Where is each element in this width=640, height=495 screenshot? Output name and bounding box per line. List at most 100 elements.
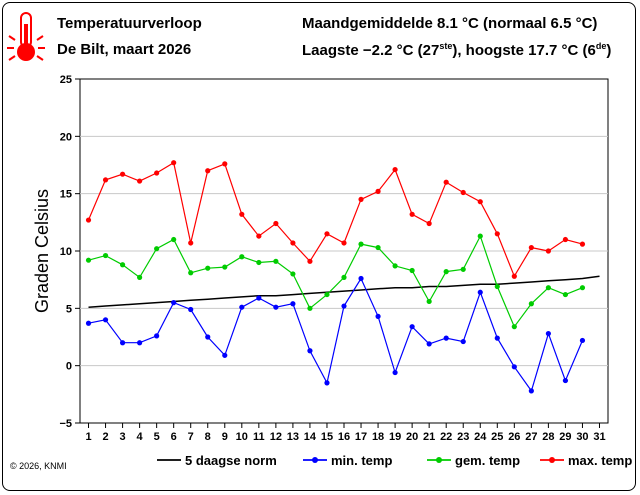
x-tick-label: 2 (102, 431, 108, 443)
point-min (477, 289, 483, 295)
x-tick-label: 6 (171, 431, 177, 443)
point-mean (426, 298, 432, 305)
x-tick-label: 4 (137, 431, 144, 443)
point-min (358, 275, 364, 282)
point-min (426, 341, 432, 347)
x-tick-label: 31 (593, 431, 605, 443)
point-max (154, 170, 160, 176)
extremes-prefix: Laagste −2.2 °C (27 (302, 42, 440, 59)
point-min (375, 313, 381, 319)
y-tick-label: 5 (66, 303, 72, 315)
point-min (137, 340, 143, 346)
point-mean (205, 265, 211, 271)
point-max (460, 189, 466, 196)
extremes-text: Laagste −2.2 °C (27ste), hoogste 17.7 °C… (302, 41, 611, 59)
point-mean (273, 258, 279, 264)
x-tick-label: 28 (542, 431, 554, 443)
x-tick-label: 13 (287, 431, 299, 443)
point-mean (222, 264, 228, 270)
header-title: Temperatuurverloop (57, 15, 202, 32)
point-mean (154, 246, 160, 252)
point-mean (358, 241, 364, 247)
x-tick-label: 20 (406, 431, 418, 443)
x-tick-label: 25 (491, 431, 503, 443)
point-min (443, 335, 449, 341)
point-min (579, 337, 586, 344)
x-tick-label: 23 (457, 431, 469, 443)
point-mean (562, 291, 569, 298)
x-tick-label: 9 (222, 431, 228, 443)
x-tick-label: 14 (304, 431, 317, 443)
point-mean (409, 267, 415, 274)
point-max (511, 273, 517, 279)
point-mean (256, 259, 262, 266)
point-mean (477, 233, 483, 239)
point-max (171, 160, 177, 166)
point-max (290, 240, 296, 246)
x-tick-label: 12 (270, 431, 282, 443)
x-tick-label: 3 (120, 431, 126, 443)
series-line-min (88, 277, 584, 393)
point-min (154, 333, 160, 339)
point-min (188, 306, 194, 313)
x-tick-label: 24 (474, 431, 487, 443)
point-max (102, 177, 109, 183)
point-mean (579, 285, 586, 291)
point-max (222, 161, 228, 167)
x-tick-label: 22 (440, 431, 452, 443)
extremes-sup-1: ste (439, 41, 453, 51)
point-max (137, 178, 143, 184)
y-tick-label: 15 (60, 189, 72, 201)
x-tick-label: 26 (508, 431, 520, 443)
point-min (171, 300, 177, 306)
point-mean (307, 305, 313, 311)
x-tick-label: 27 (525, 431, 537, 443)
point-min (409, 324, 415, 330)
x-tick-label: 1 (85, 431, 91, 443)
point-mean (375, 244, 381, 251)
point-max (579, 241, 586, 247)
point-max (494, 231, 500, 237)
x-tick-label: 15 (321, 431, 333, 443)
y-tick-label: 20 (60, 131, 72, 143)
header-subtitle: De Bilt, maart 2026 (57, 41, 192, 58)
point-min (528, 388, 534, 394)
copyright-text: © 2026, KNMI (10, 461, 67, 471)
point-min (324, 380, 330, 386)
point-min (256, 295, 262, 301)
point-min (119, 340, 126, 346)
point-min (341, 303, 347, 309)
monthly-mean-text: Maandgemiddelde 8.1 °C (normaal 6.5 °C) (302, 15, 598, 32)
point-mean (545, 285, 551, 291)
point-max (477, 199, 483, 205)
point-mean (392, 263, 398, 269)
x-tick-label: 17 (355, 431, 367, 443)
point-mean (290, 271, 296, 277)
point-mean (188, 270, 194, 276)
x-tick-label: 21 (423, 431, 435, 443)
legend-label-mean: gem. temp (455, 453, 520, 468)
legend-label-norm: 5 daagse norm (185, 453, 277, 468)
legend-label-max: max. temp (568, 453, 632, 468)
point-min (273, 304, 279, 310)
point-min (307, 348, 313, 354)
x-tick-label: 5 (154, 431, 160, 443)
point-max (188, 240, 194, 246)
point-min (511, 364, 517, 370)
extremes-mid: ), hoogste 17.7 °C (6 (452, 42, 596, 59)
point-min (290, 301, 296, 307)
point-mean (102, 252, 109, 259)
point-mean (494, 283, 500, 290)
point-min (239, 304, 245, 310)
point-max (562, 236, 569, 243)
point-min (85, 320, 92, 326)
point-max (256, 233, 262, 239)
x-tick-label: 11 (253, 431, 265, 443)
point-min (460, 338, 466, 345)
point-mean (443, 269, 449, 275)
legend-marker-min (312, 457, 318, 463)
series-line-max (87, 161, 583, 278)
point-max (528, 244, 534, 251)
point-max (426, 220, 432, 227)
